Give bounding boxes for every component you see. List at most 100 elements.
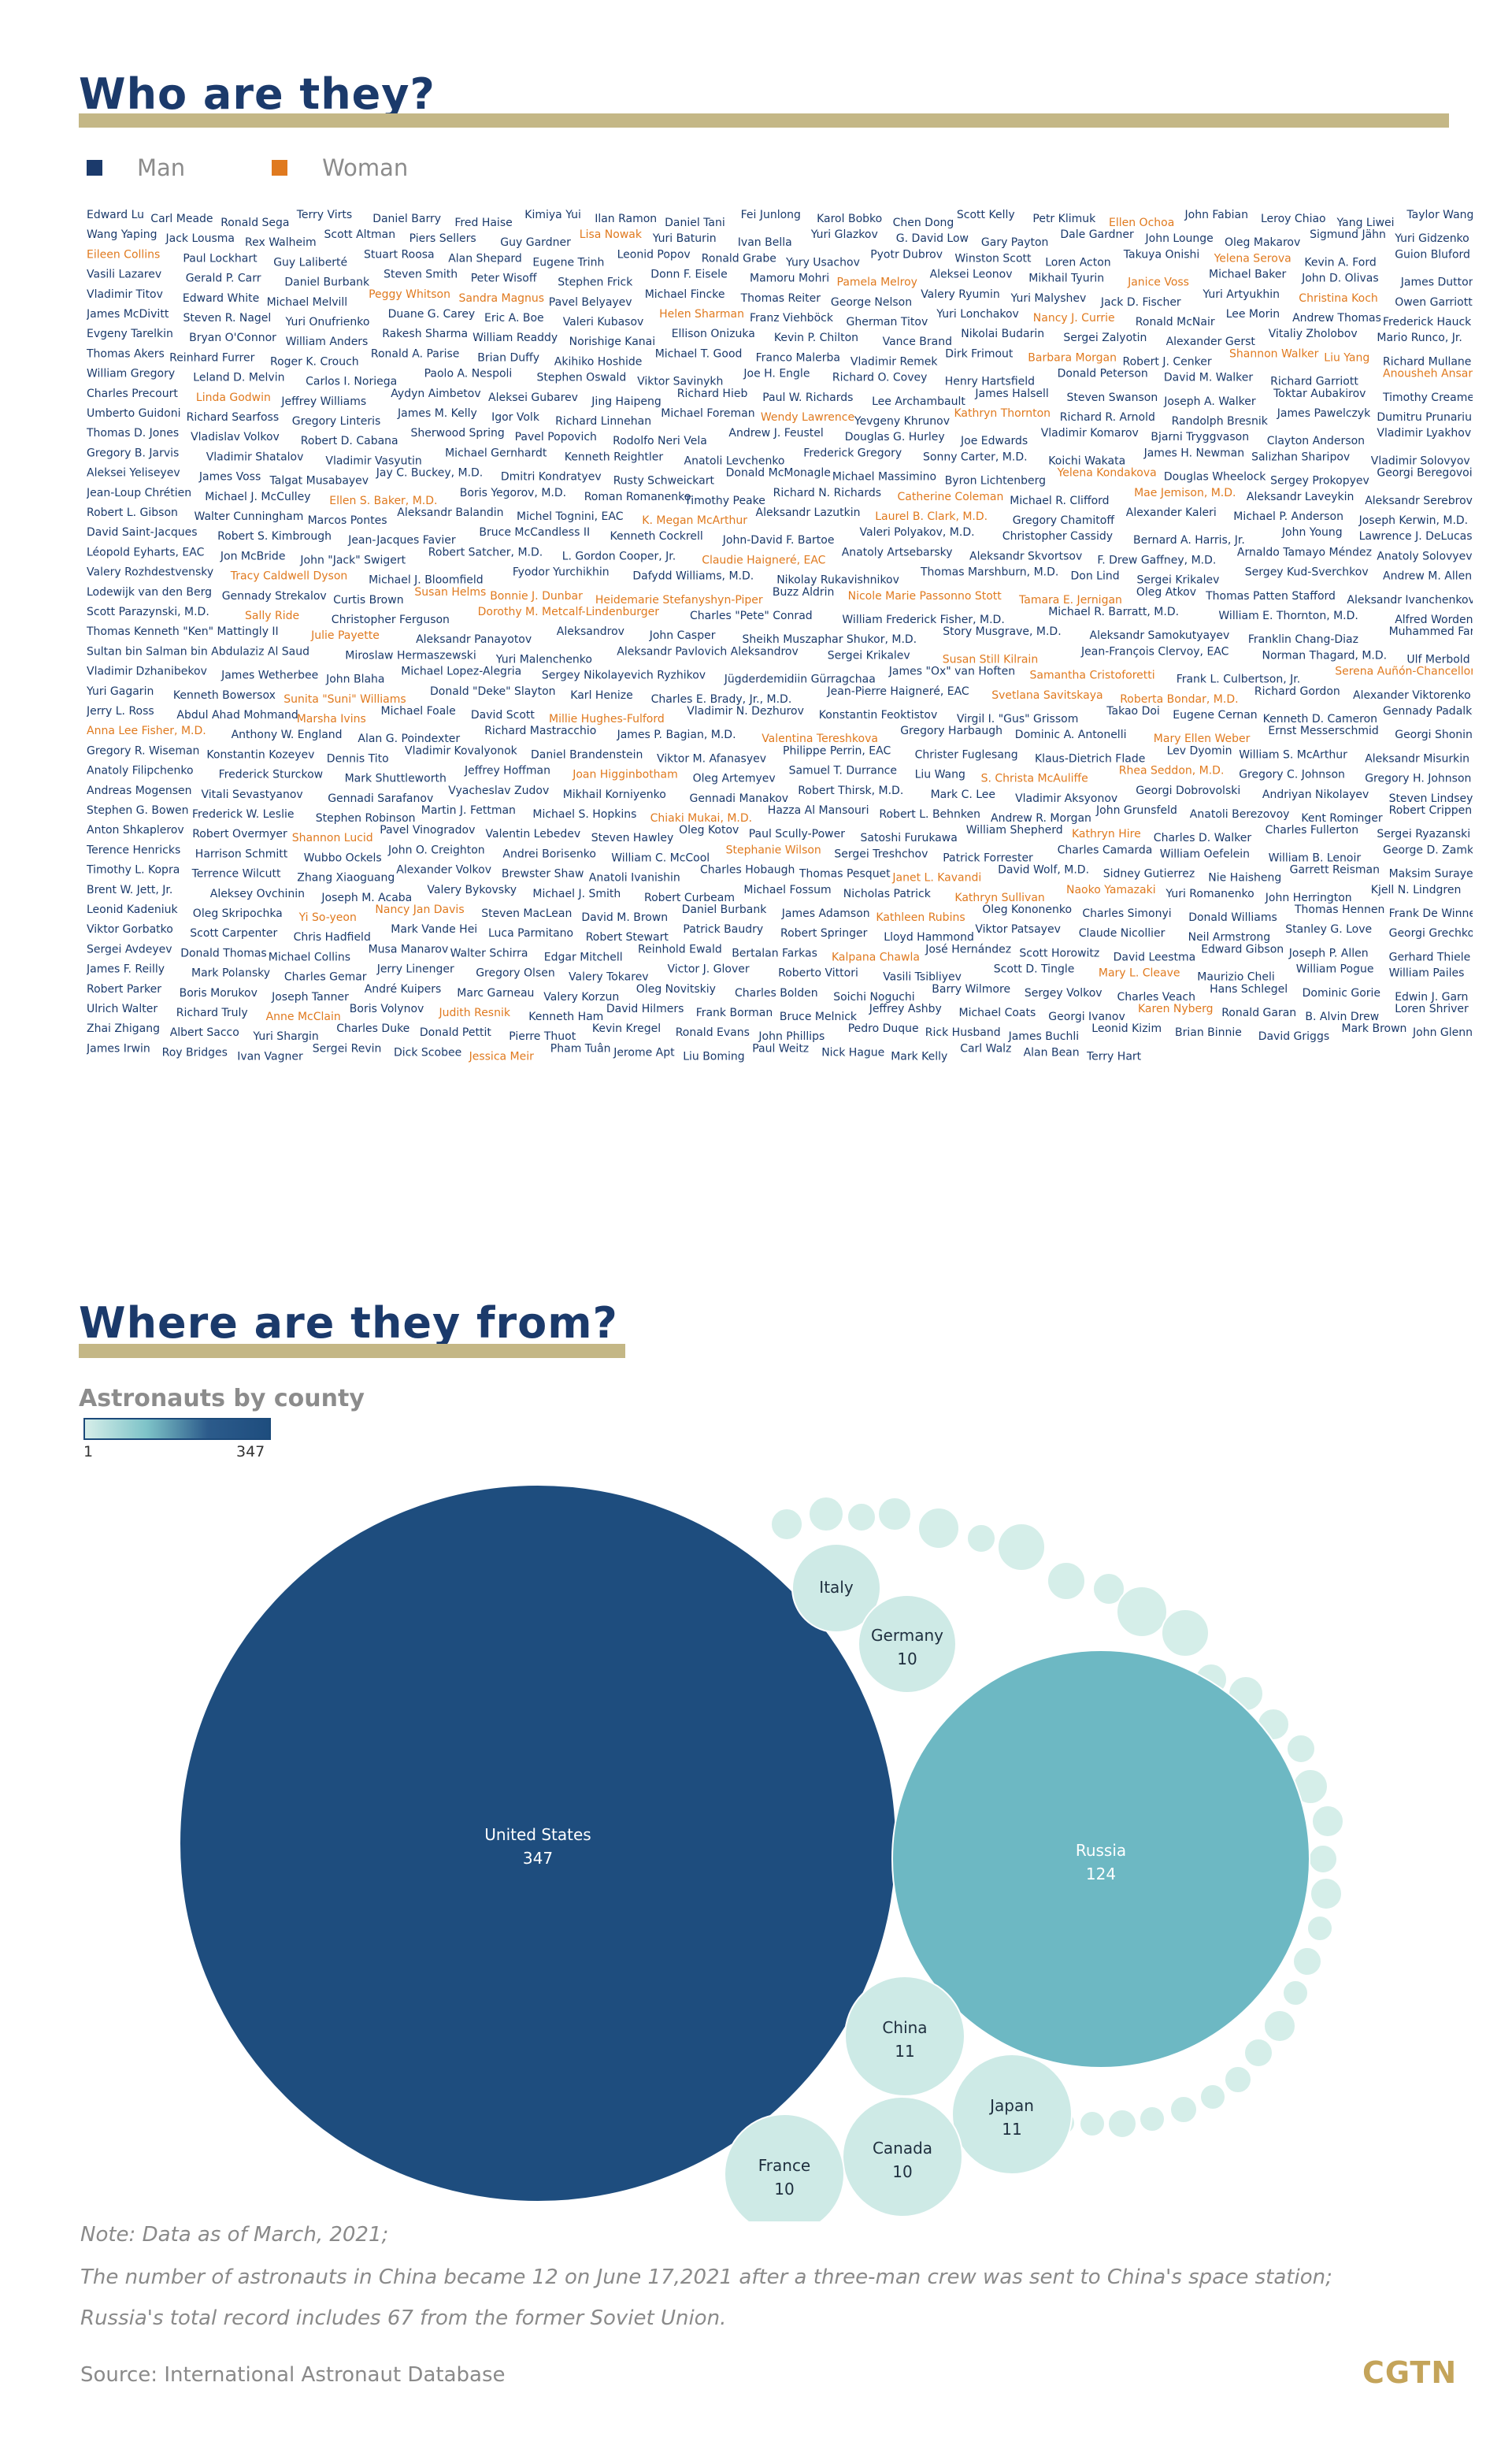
astronaut-name-man: Piers Sellers [410, 232, 476, 245]
astronaut-name-man: Ulf Merbold [1406, 653, 1469, 666]
astronaut-name-man: Sergey Volkov [1025, 987, 1102, 1000]
astronaut-name-man: James Irwin [87, 1042, 150, 1055]
astronaut-name-man: Vladimir Kovalyonok [405, 744, 518, 757]
astronaut-name-woman: Tamara E. Jernigan [1018, 594, 1122, 607]
legend-man-swatch [87, 160, 102, 176]
astronaut-name-man: Brian Duffy [477, 351, 539, 364]
astronaut-name-man: Boris Volynov [350, 1003, 424, 1015]
astronaut-name-man: Aleksandr Laveykin [1247, 491, 1354, 503]
astronaut-name-man: Andrew M. Allen [1383, 570, 1472, 583]
astronaut-name-man: Patrick Forrester [943, 852, 1033, 864]
astronaut-name-man: Gennady Strekalov [222, 590, 327, 603]
bubble-germany [858, 1594, 957, 1694]
astronaut-name-woman: Ellen Ochoa [1109, 217, 1174, 229]
astronaut-name-man: Alexander Kaleri [1126, 507, 1217, 519]
astronaut-name-man: Timothy Peake [684, 495, 765, 507]
astronaut-name-man: Valeri Polyakov, M.D. [860, 526, 975, 539]
astronaut-name-man: Stuart Roosa [364, 248, 435, 261]
astronaut-name-man: Yury Usachov [785, 256, 860, 269]
astronaut-name-man: Richard O. Covey [832, 372, 928, 384]
astronaut-name-man: Aleksandrov [557, 625, 624, 638]
astronaut-name-man: Frederick Hauck [1383, 316, 1472, 328]
astronaut-name-man: Aleksandr Misurkin [1365, 752, 1469, 765]
astronaut-name-man: Vladimir Vasyutin [325, 455, 421, 467]
astronaut-name-man: Buzz Aldrin [773, 586, 835, 599]
astronaut-name-man: Gennadi Sarafanov [328, 792, 433, 805]
astronaut-name-man: William Shepherd [966, 824, 1063, 837]
astronaut-name-man: Michael Massimino [832, 471, 936, 484]
astronaut-name-man: Valery Tokarev [569, 971, 649, 984]
astronaut-name-man: Ronald Garan [1221, 1007, 1296, 1019]
bubble-value-china: 11 [895, 2042, 914, 2061]
astronaut-name-man: Loren Acton [1045, 256, 1110, 269]
astronaut-name-man: Charles Bolden [735, 987, 818, 1000]
astronaut-name-man: Paul Lockhart [183, 252, 258, 265]
astronaut-name-man: Roman Romanenko [584, 491, 691, 503]
astronaut-name-man: Roger K. Crouch [270, 355, 359, 368]
astronaut-name-man: Robert Parker [87, 983, 161, 996]
astronaut-name-man: Ellison Onizuka [672, 328, 755, 340]
small-country-bubble [1310, 1877, 1343, 1910]
small-country-bubble [1306, 1915, 1333, 1942]
astronaut-name-man: David Saint-Jacques [87, 526, 198, 539]
astronaut-name-man: Dominic Gorie [1303, 987, 1380, 1000]
astronaut-name-man: Frank L. Culbertson, Jr. [1177, 674, 1300, 686]
astronaut-name-man: Liu Boming [683, 1050, 744, 1063]
astronaut-name-man: Mark C. Lee [931, 789, 995, 801]
cgtn-logo: CGTN [1362, 2355, 1458, 2390]
astronaut-name-man: Mikhail Tyurin [1028, 273, 1104, 285]
astronaut-name-man: Maurizio Cheli [1197, 971, 1274, 984]
astronaut-name-man: Michael Melvill [267, 296, 348, 309]
astronaut-name-man: Charles Simonyi [1082, 907, 1171, 920]
astronaut-name-man: Hazza Al Mansouri [768, 804, 869, 817]
astronaut-name-man: Alexander Volkov [396, 864, 491, 877]
astronaut-name-woman: Yelena Serova [1214, 252, 1292, 265]
astronaut-name-man: Aleksandr Lazutkin [756, 507, 861, 519]
astronaut-name-man: Charles Duke [336, 1022, 410, 1035]
astronaut-name-man: James Halsell [974, 388, 1048, 400]
small-country-bubble [1169, 2095, 1198, 2124]
astronaut-name-man: Georgi Grechko [1389, 927, 1473, 940]
astronaut-name-man: Pierre Thuot [509, 1030, 576, 1043]
astronaut-name-man: Christer Fuglesang [915, 748, 1018, 761]
astronaut-name-man: Donn F. Eisele [650, 269, 727, 281]
astronaut-name-man: William Anders [286, 336, 369, 348]
astronaut-name-man: Andriyan Nikolayev [1262, 789, 1369, 801]
legend-woman: Woman [272, 154, 408, 181]
astronaut-name-man: Mario Runco, Jr. [1377, 332, 1462, 344]
astronaut-name-man: Michael Fossum [743, 884, 831, 896]
astronaut-name-man: Eugene Trinh [532, 256, 604, 269]
astronaut-name-man: Georgi Ivanov [1048, 1011, 1125, 1023]
astronaut-name-man: Vasili Lazarev [87, 269, 161, 281]
astronaut-name-man: Robert J. Cenker [1123, 355, 1212, 368]
astronaut-name-man: Guy Laliberté [273, 256, 347, 269]
astronaut-name-man: William Oefelein [1160, 848, 1250, 860]
astronaut-name-man: Terry Hart [1086, 1050, 1142, 1063]
color-scale-bar [83, 1418, 271, 1440]
astronaut-name-woman: Shannon Walker [1229, 347, 1319, 360]
astronaut-name-man: Franz Viehböck [750, 312, 834, 325]
astronaut-name-man: Charles Precourt [87, 388, 178, 400]
astronaut-name-woman: Julie Payette [310, 629, 380, 642]
astronaut-name-man: Joe Edwards [960, 435, 1028, 447]
astronaut-name-man: Daniel Brandenstein [531, 748, 643, 761]
astronaut-name-man: Robert Satcher, M.D. [428, 546, 543, 558]
astronaut-name-man: Mikhail Korniyenko [563, 789, 666, 801]
astronaut-name-woman: Chiaki Mukai, M.D. [650, 812, 753, 825]
astronaut-name-man: Vyacheslav Zudov [448, 785, 549, 797]
legend-woman-swatch [272, 160, 288, 176]
section-title-who: Who are they? [79, 69, 435, 119]
astronaut-name-man: John O. Creighton [387, 844, 485, 856]
astronaut-name-man: Jeffrey Ashby [869, 1003, 942, 1015]
astronaut-name-man: Vance Brand [883, 336, 952, 348]
astronaut-name-woman: Sally Ride [245, 610, 299, 622]
astronaut-name-man: Brian Binnie [1175, 1026, 1242, 1039]
astronaut-name-woman: Lisa Nowak [580, 228, 643, 241]
astronaut-name-man: Pavel Belyayev [549, 296, 632, 309]
astronaut-name-man: Bryan O'Connor [189, 332, 276, 344]
astronaut-name-man: Rusty Schweickart [613, 475, 715, 488]
astronaut-name-man: Vladimir Dzhanibekov [87, 666, 207, 678]
astronaut-name-man: Jügderdemidiin Gürragchaa [724, 674, 876, 686]
astronaut-name-man: Steven Hawley [591, 832, 674, 844]
astronaut-name-man: Takao Doi [1106, 705, 1160, 718]
